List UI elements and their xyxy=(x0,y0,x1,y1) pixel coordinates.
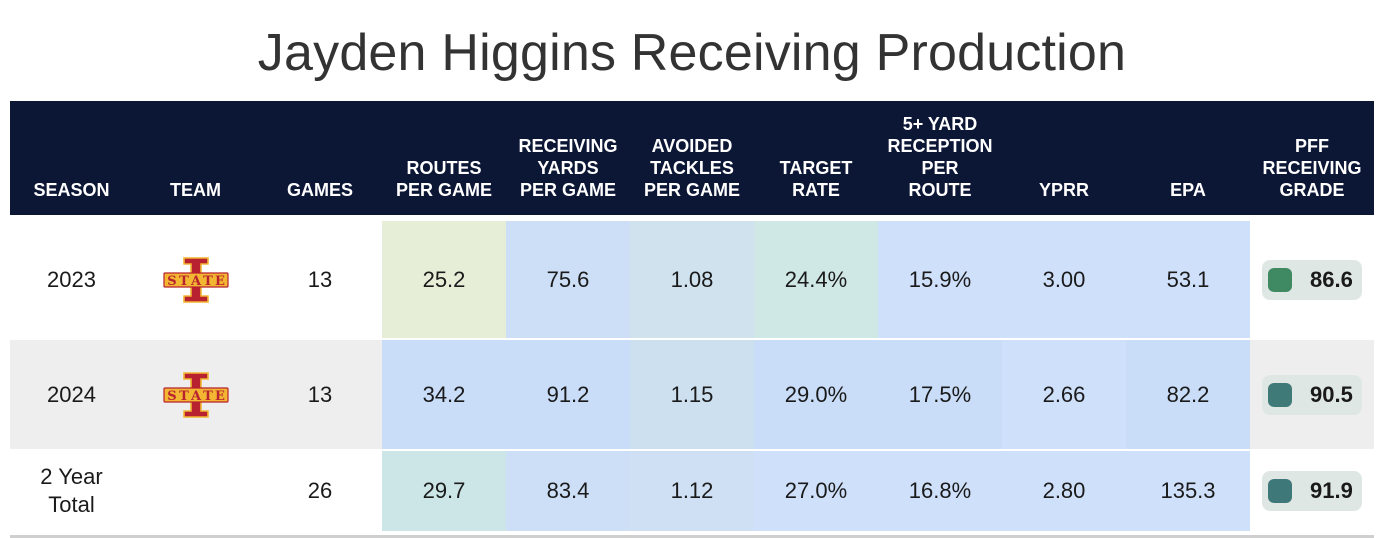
table-cell-games: 26 xyxy=(258,451,382,531)
table-cell-pff-grade: 91.9 xyxy=(1250,451,1374,531)
svg-text:T: T xyxy=(179,274,189,289)
column-header: ROUTES PER GAME xyxy=(395,158,492,200)
grade-swatch xyxy=(1268,479,1292,503)
table-cell-epa: 53.1 xyxy=(1126,221,1250,338)
grade-value: 91.9 xyxy=(1310,478,1353,503)
table-cell-five-plus-reception-per-route: 16.8% xyxy=(878,451,1002,531)
table-cell-routes-per-game: 29.7 xyxy=(382,451,506,531)
table-cell-team xyxy=(133,451,258,531)
table-cell-target-rate: 24.4% xyxy=(754,221,878,338)
table-cell-season: 2 Year Total xyxy=(10,451,133,531)
svg-text:S: S xyxy=(167,274,176,289)
table-cell-yprr: 2.80 xyxy=(1002,451,1126,531)
grade-value: 90.5 xyxy=(1310,381,1353,407)
column-header: RECEIVING YARDS PER GAME xyxy=(518,136,618,200)
table-cell-pff-grade: 90.5 xyxy=(1250,340,1374,449)
table-row: 2024 S T A T E 13 34.2 91.2 1.15 29.0% 17.5% 2.66 82.… xyxy=(10,340,1374,449)
column-header: PFF RECEIVING GRADE xyxy=(1262,136,1362,200)
table-cell-five-plus-reception-per-route: 15.9% xyxy=(878,221,1002,338)
table-cell-season: 2023 xyxy=(10,221,133,338)
table-cell-target-rate: 27.0% xyxy=(754,451,878,531)
svg-text:S: S xyxy=(167,389,176,404)
table-cell-games: 13 xyxy=(258,221,382,338)
table-cell-season: 2024 xyxy=(10,340,133,449)
table-cell-five-plus-reception-per-route: 17.5% xyxy=(878,340,1002,449)
grade-value: 86.6 xyxy=(1310,266,1353,292)
grade-badge: 86.6 xyxy=(1262,259,1362,300)
table-header: SEASON TEAM GAMES ROUTES PER GAME RECEIVING … xyxy=(10,101,1374,215)
grade-swatch xyxy=(1268,382,1292,407)
svg-text:A: A xyxy=(189,389,201,404)
table-cell-yprr: 3.00 xyxy=(1002,221,1126,338)
svg-text:T: T xyxy=(203,389,213,404)
table-body: 2023 S T A T E 13 25.2 75.6 1.08 24.4% 15.9% 3.00 53.… xyxy=(10,215,1374,535)
grade-swatch xyxy=(1268,267,1292,292)
grade-badge: 90.5 xyxy=(1262,374,1362,415)
svg-text:T: T xyxy=(203,274,213,289)
grade-badge: 91.9 xyxy=(1262,471,1362,511)
table-cell-routes-per-game: 34.2 xyxy=(382,340,506,449)
table-cell-target-rate: 29.0% xyxy=(754,340,878,449)
svg-text:A: A xyxy=(189,274,201,289)
table-cell-avoided-tackles-per-game: 1.15 xyxy=(630,340,754,449)
table-cell-rec-yards-per-game: 83.4 xyxy=(506,451,630,531)
chart-title: Jayden Higgins Receiving Production xyxy=(257,24,1127,82)
column-header: TARGET RATE xyxy=(779,158,853,200)
svg-text:E: E xyxy=(215,274,225,289)
column-header: EPA xyxy=(1170,180,1206,200)
table-cell-rec-yards-per-game: 91.2 xyxy=(506,340,630,449)
table-cell-epa: 82.2 xyxy=(1126,340,1250,449)
column-header: 5+ YARD RECEPTION PER ROUTE xyxy=(887,114,993,200)
table-cell-avoided-tackles-per-game: 1.08 xyxy=(630,221,754,338)
column-header: AVOIDED TACKLES PER GAME xyxy=(643,136,740,200)
column-header: YPRR xyxy=(1038,180,1089,200)
table-cell-routes-per-game: 25.2 xyxy=(382,221,506,338)
row-separator xyxy=(10,338,1374,340)
table-cell-pff-grade: 86.6 xyxy=(1250,221,1374,338)
table-cell-rec-yards-per-game: 75.6 xyxy=(506,221,630,338)
stats-table: SEASON TEAM GAMES ROUTES PER GAME RECEIVING … xyxy=(10,101,1374,538)
row-separator xyxy=(10,449,1374,451)
table-cell-epa: 135.3 xyxy=(1126,451,1250,531)
column-header: SEASON xyxy=(33,180,110,200)
column-header: TEAM xyxy=(170,180,221,200)
table-cell-avoided-tackles-per-game: 1.12 xyxy=(630,451,754,531)
table-row: 2023 S T A T E 13 25.2 75.6 1.08 24.4% 15.9% 3.00 53.… xyxy=(10,221,1374,338)
table-cell-yprr: 2.66 xyxy=(1002,340,1126,449)
column-header: GAMES xyxy=(286,180,353,200)
svg-text:E: E xyxy=(215,389,225,404)
svg-text:T: T xyxy=(179,389,189,404)
table-row: 2 Year Total 26 29.7 83.4 1.12 27.0% 16.8% 2.80… xyxy=(10,451,1374,531)
table-cell-games: 13 xyxy=(258,340,382,449)
